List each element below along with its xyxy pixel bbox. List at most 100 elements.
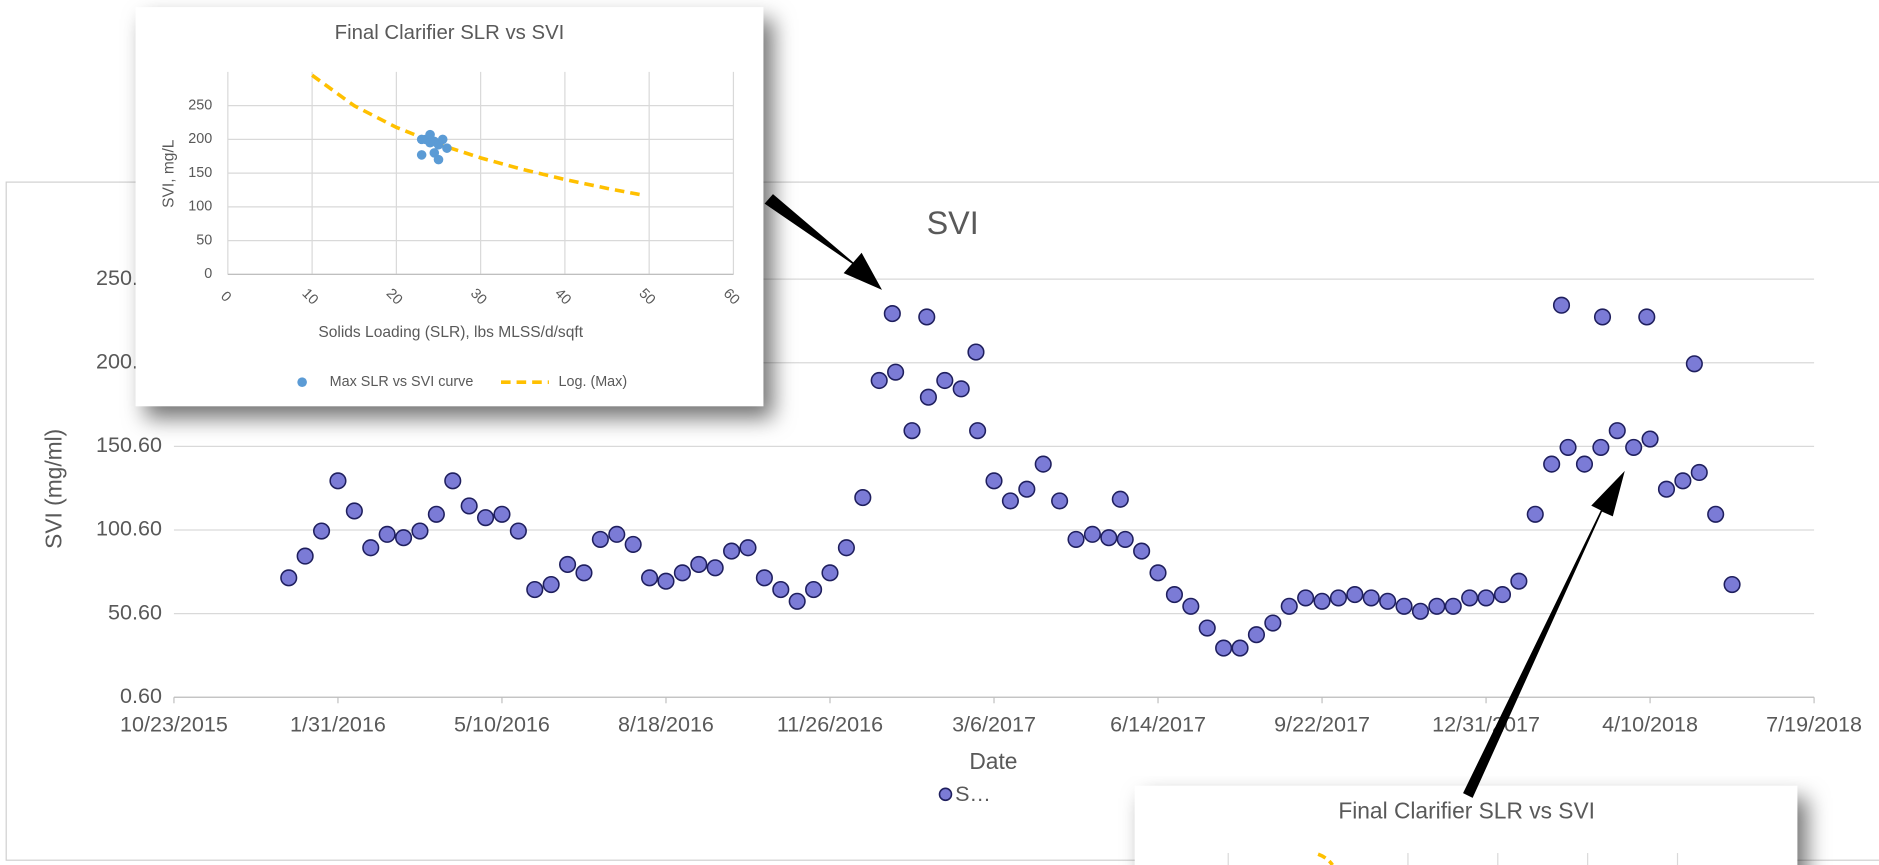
data-point	[296, 547, 314, 565]
x-tick-label: 7/19/2018	[1766, 712, 1862, 737]
data-point	[416, 134, 427, 145]
data-point	[723, 542, 741, 560]
data-point	[1575, 455, 1594, 473]
data-point	[1280, 597, 1298, 615]
data-point	[1083, 525, 1101, 543]
data-point	[1346, 586, 1364, 604]
data-point	[1297, 589, 1315, 607]
x-tick-label: 8/18/2016	[618, 712, 714, 737]
data-point	[1608, 422, 1626, 440]
x-tick-label: 5/10/2016	[454, 712, 550, 737]
inset-chart: Final Clarifier SLR vs SVI	[1134, 785, 1798, 865]
data-point	[1428, 597, 1446, 615]
data-point	[1526, 505, 1544, 523]
y-tick-label: 50.60	[108, 599, 162, 624]
legend-label: S…	[955, 781, 991, 806]
trend-fragment	[1317, 852, 1334, 865]
data-point	[739, 539, 757, 557]
data-point	[854, 489, 872, 507]
data-point	[329, 472, 347, 490]
legend-label: Max SLR vs SVI curve	[330, 374, 474, 390]
chart-title: SVI	[927, 205, 979, 241]
data-point	[624, 535, 642, 553]
data-point	[673, 564, 691, 582]
data-point	[788, 592, 806, 610]
data-point	[442, 143, 452, 153]
legend-label: Log. (Max)	[559, 374, 628, 390]
data-point	[1723, 575, 1741, 594]
data-point	[559, 555, 577, 574]
data-point	[1395, 597, 1413, 615]
data-point	[1543, 455, 1561, 473]
data-point	[1707, 505, 1725, 523]
data-point	[821, 564, 839, 582]
data-point	[444, 472, 462, 490]
data-point	[433, 154, 444, 165]
x-axis-label: Solids Loading (SLR), lbs MLSS/d/sqft	[318, 324, 583, 341]
x-tick-label: 20	[383, 286, 406, 309]
data-point	[1685, 355, 1703, 373]
data-point	[1329, 589, 1348, 607]
data-point	[1444, 597, 1462, 615]
data-point	[378, 525, 396, 543]
data-point	[1198, 619, 1216, 637]
data-point	[362, 539, 380, 557]
x-tick-label: 6/14/2017	[1110, 712, 1206, 737]
data-point	[883, 305, 901, 323]
y-tick-label: 0	[204, 266, 212, 282]
data-point	[1674, 472, 1692, 490]
data-point	[416, 150, 427, 160]
data-point	[1593, 308, 1612, 326]
data-point	[394, 529, 413, 547]
data-point	[1638, 308, 1656, 326]
data-point	[493, 505, 511, 523]
data-point	[1477, 589, 1495, 607]
data-point	[1313, 592, 1331, 610]
data-point	[1461, 589, 1479, 607]
y-tick-label: 250	[188, 97, 212, 113]
data-point	[1067, 530, 1085, 548]
data-point	[918, 308, 936, 326]
data-point	[936, 371, 954, 390]
x-axis-label: Date	[969, 748, 1017, 774]
data-point	[280, 569, 298, 587]
x-tick-label: 3/6/2017	[952, 712, 1036, 737]
y-tick-label: 50	[196, 232, 212, 248]
data-point	[1111, 490, 1129, 508]
data-point	[903, 422, 921, 440]
data-point	[919, 388, 937, 406]
data-point	[1247, 626, 1266, 644]
x-tick-label: 50	[636, 286, 659, 309]
data-point	[1625, 438, 1643, 456]
data-point	[509, 522, 527, 540]
data-point	[641, 569, 659, 587]
y-axis-label: SVI (mg/ml)	[40, 429, 66, 549]
data-point	[1149, 564, 1167, 582]
arrow	[1463, 470, 1625, 798]
data-point	[870, 371, 888, 390]
data-point	[706, 559, 724, 577]
data-point	[425, 137, 435, 148]
data-point	[427, 505, 445, 523]
data-point	[967, 343, 985, 361]
x-tick-label: 10	[299, 286, 322, 309]
data-point	[460, 497, 478, 515]
y-tick-label: 200	[188, 131, 212, 147]
data-point	[1379, 592, 1397, 610]
y-tick-label: 0.60	[120, 683, 162, 708]
data-point	[1100, 529, 1118, 547]
x-tick-label: 10/23/2015	[120, 712, 228, 737]
x-tick-label: 9/22/2017	[1274, 712, 1370, 737]
data-point	[1018, 480, 1036, 498]
data-point	[690, 555, 708, 574]
data-point	[1001, 492, 1019, 510]
data-point	[1559, 438, 1577, 456]
data-point	[1641, 430, 1659, 448]
data-point	[837, 539, 855, 557]
inset-chart: Final Clarifier SLR vs SVI Solids Loadin…	[135, 7, 764, 407]
x-tick-label: 4/10/2018	[1602, 712, 1698, 737]
data-point	[1552, 296, 1571, 314]
data-point	[411, 522, 429, 540]
data-point	[608, 525, 626, 543]
